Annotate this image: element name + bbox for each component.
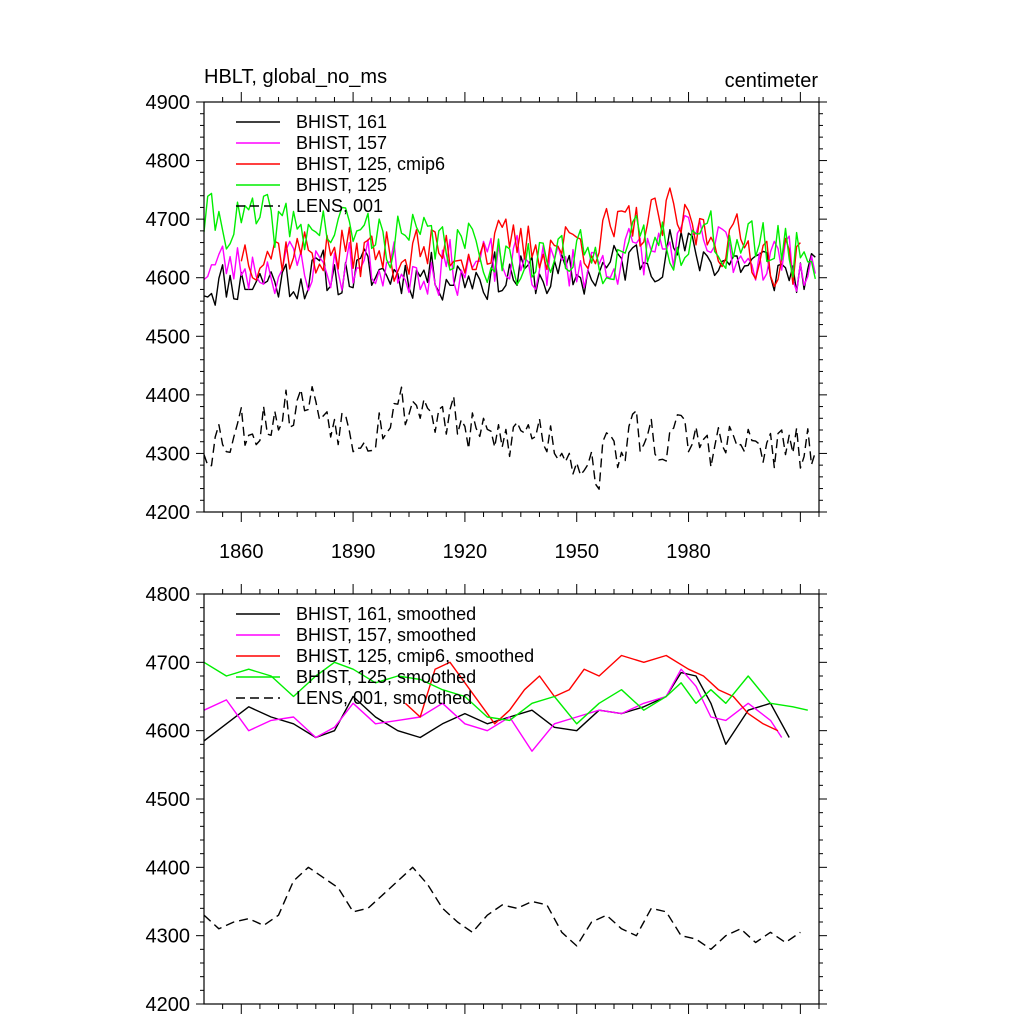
legend-label: LENS, 001, smoothed (296, 688, 472, 708)
legend-label: BHIST, 157, smoothed (296, 625, 476, 645)
units-label: centimeter (725, 70, 819, 92)
top-panel: HBLT, global_no_ms centimeter BHIST, 161… (146, 66, 827, 563)
y-tick-label: 4200 (146, 502, 191, 524)
x-tick-label: 1980 (666, 541, 711, 563)
plot-frame (203, 593, 820, 1005)
y-tick-label: 4300 (146, 443, 191, 465)
y-tick-label: 4600 (146, 721, 191, 743)
legend-label: BHIST, 157 (296, 133, 387, 153)
y-tick-label: 4800 (146, 584, 191, 606)
legend-label: BHIST, 125, cmip6 (296, 154, 445, 174)
y-tick-label: 4500 (146, 326, 191, 348)
legend-label: BHIST, 161 (296, 112, 387, 132)
y-tick-label: 4400 (146, 385, 191, 407)
series-line-4 (204, 386, 816, 490)
legend-label: BHIST, 125, cmip6, smoothed (296, 646, 534, 666)
x-tick-label: 1890 (331, 541, 376, 563)
y-tick-label: 4600 (146, 268, 191, 290)
y-tick-label: 4500 (146, 789, 191, 811)
series-line-1 (204, 214, 816, 296)
series-line-3 (204, 192, 816, 286)
y-tick-label: 4900 (146, 92, 191, 114)
y-tick-label: 4400 (146, 857, 191, 879)
y-tick-label: 4200 (146, 994, 191, 1016)
x-tick-label: 1860 (219, 541, 264, 563)
series-layer (204, 654, 808, 950)
axes: 4200 4300 4400 4500 4600 4700 4800 (146, 584, 827, 1016)
plot-frame (203, 101, 820, 513)
y-tick-label: 4700 (146, 209, 191, 231)
series-line-2 (404, 654, 779, 732)
legend-label: BHIST, 161, smoothed (296, 604, 476, 624)
series-line-1 (204, 668, 783, 752)
series-line-0 (204, 671, 790, 745)
x-tick-label: 1950 (554, 541, 599, 563)
legend-label: LENS, 001 (296, 196, 383, 216)
series-line-2 (240, 187, 801, 288)
y-tick-label: 4300 (146, 926, 191, 948)
legend-label: BHIST, 125, smoothed (296, 667, 476, 687)
series-layer (204, 187, 816, 490)
y-tick-label: 4800 (146, 151, 191, 173)
chart-title: HBLT, global_no_ms (204, 66, 387, 88)
y-tick-label: 4700 (146, 652, 191, 674)
legend-label: BHIST, 125 (296, 175, 387, 195)
x-tick-label: 1920 (443, 541, 488, 563)
series-line-4 (204, 866, 801, 950)
series-line-0 (204, 229, 816, 306)
axes: 4200 4300 4400 4500 4600 4700 4800 4900 1860 1890… (146, 92, 827, 563)
series-line-3 (204, 661, 808, 725)
